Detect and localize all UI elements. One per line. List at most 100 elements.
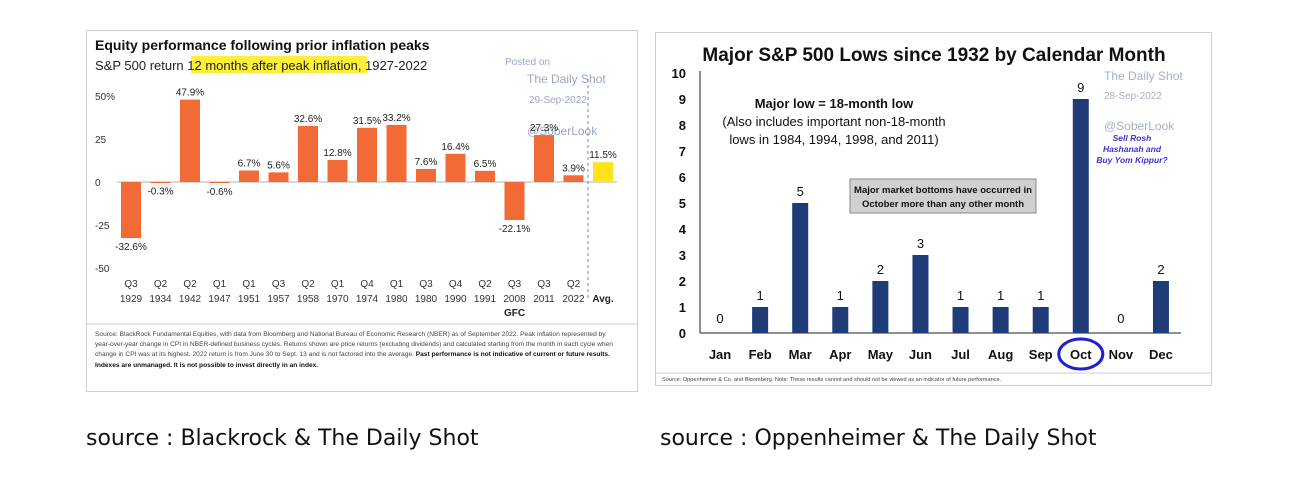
x-tick-label-year: 1957 bbox=[267, 294, 290, 305]
data-label: 0 bbox=[716, 311, 723, 326]
right-labels: 0 1 5 1 2 3 1 1 1 9 0 2 bbox=[716, 80, 1164, 326]
data-label: 31.5% bbox=[353, 116, 381, 127]
x-tick-label-apr: Apr bbox=[829, 347, 851, 362]
x-tick-label-may: May bbox=[868, 347, 894, 362]
source-note: Source: BlackRock Fundamental Equities, … bbox=[95, 331, 613, 369]
bar-mar bbox=[792, 203, 809, 333]
x-tick-label-quarter: Q4 bbox=[449, 279, 463, 290]
x-tick-label-quarter: Q2 bbox=[478, 279, 492, 290]
x-tick-label-quarter: Q2 bbox=[301, 279, 315, 290]
data-label: 0 bbox=[1117, 311, 1124, 326]
data-label: 1 bbox=[757, 288, 764, 303]
x-tick-label-quarter: Q3 bbox=[272, 279, 286, 290]
callout-box: Major market bottoms have occurred in Oc… bbox=[849, 178, 1037, 214]
x-tick-label-year: 2011 bbox=[533, 294, 555, 305]
x-tick-label-quarter: Q2 bbox=[154, 279, 168, 290]
bar-Q1-1970 bbox=[327, 159, 348, 182]
data-label: -32.6% bbox=[115, 242, 147, 253]
data-label: 5 bbox=[797, 184, 804, 199]
callout-line-2: October more than any other month bbox=[862, 199, 1024, 210]
y-tick-label: 6 bbox=[679, 170, 686, 185]
watermark-handle: @SoberLook bbox=[1104, 119, 1175, 133]
bar-Q2-1991 bbox=[475, 170, 495, 182]
oppenheimer-chart: Major S&P 500 Lows since 1932 by Calenda… bbox=[656, 45, 1211, 383]
x-tick-label-aug: Aug bbox=[988, 347, 1013, 362]
chart-title: Equity performance following prior infla… bbox=[95, 37, 430, 53]
chart-title: Major S&P 500 Lows since 1932 by Calenda… bbox=[702, 45, 1165, 66]
data-label: 33.2% bbox=[382, 113, 410, 124]
bar-Q2-2022 bbox=[563, 175, 584, 182]
watermark-daily-shot: Posted on The Daily Shot 29-Sep-2022 @So… bbox=[505, 57, 606, 138]
x-tick-label-year: 1958 bbox=[297, 294, 320, 305]
gfc-annotation: GFC bbox=[504, 308, 525, 319]
watermark-date: 28-Sep-2022 bbox=[1104, 91, 1162, 102]
watermark-date: 29-Sep-2022 bbox=[529, 95, 587, 106]
right-categories: Jan Feb Mar Apr May Jun Jul Aug Sep Oct Nov Dec bbox=[709, 337, 1173, 371]
x-tick-label-year: 1970 bbox=[326, 294, 349, 305]
tag-line-1: Sell Rosh bbox=[1113, 133, 1152, 143]
bar-Q3-1957 bbox=[268, 172, 289, 182]
y-tick-label: 2 bbox=[679, 274, 686, 289]
y-tick-label: 7 bbox=[679, 144, 686, 159]
y-tick-label: -25 bbox=[95, 221, 110, 232]
x-tick-label-oct: Oct bbox=[1070, 347, 1092, 362]
x-tick-label-feb: Feb bbox=[749, 347, 772, 362]
bar-Q4-1990 bbox=[445, 153, 466, 182]
data-label: 6.5% bbox=[474, 159, 497, 170]
x-tick-label-year: 1980 bbox=[415, 294, 438, 305]
callout-line-1: Major market bottoms have occurred in bbox=[854, 185, 1032, 196]
data-label: 1 bbox=[837, 288, 844, 303]
bar-Q3-1980 bbox=[416, 168, 436, 182]
watermark-name: The Daily Shot bbox=[1104, 69, 1183, 83]
y-tick-label: 1 bbox=[679, 300, 686, 315]
y-tick-label: 4 bbox=[679, 222, 687, 237]
data-label: -22.1% bbox=[499, 224, 531, 235]
x-tick-label-jun: Jun bbox=[909, 347, 932, 362]
y-tick-label: 50% bbox=[95, 92, 115, 103]
y-tick-label: 25 bbox=[95, 135, 107, 146]
x-tick-label-quarter: Q2 bbox=[183, 279, 197, 290]
x-tick-label-quarter: Q3 bbox=[537, 279, 551, 290]
bar-sep bbox=[1032, 307, 1049, 333]
bar-Q1-1947 bbox=[209, 182, 230, 184]
bar-Q1-1980 bbox=[386, 124, 407, 182]
bar-jun bbox=[912, 255, 929, 333]
x-tick-label-year: 2008 bbox=[503, 294, 526, 305]
data-label: -0.6% bbox=[206, 187, 232, 198]
left-labels: -32.6% -0.3% 47.9% -0.6% 6.7% 5.6% 32.6% 12.8% 3… bbox=[115, 88, 617, 253]
y-tick-label: 0 bbox=[95, 178, 101, 189]
x-tick-label-quarter: Q3 bbox=[419, 279, 433, 290]
watermark-name: The Daily Shot bbox=[527, 72, 606, 86]
data-label: 5.6% bbox=[267, 160, 290, 171]
bar-Avg bbox=[593, 162, 613, 182]
tag-line-2: Hashanah and bbox=[1103, 144, 1162, 154]
data-label: 6.7% bbox=[238, 158, 261, 169]
bar-Q2-1942 bbox=[180, 99, 200, 182]
y-tick-label: -50 bbox=[95, 264, 110, 275]
x-tick-label-quarter: Q2 bbox=[567, 279, 581, 290]
x-tick-label-year: 1951 bbox=[238, 294, 261, 305]
y-tick-label: 8 bbox=[679, 118, 686, 133]
x-tick-label-year: 1942 bbox=[179, 294, 202, 305]
source-line-1: Source: BlackRock Fundamental Equities, … bbox=[95, 331, 606, 338]
x-tick-label-nov: Nov bbox=[1109, 347, 1134, 362]
right-bars bbox=[752, 99, 1169, 333]
left-bars bbox=[121, 99, 613, 239]
x-tick-label-jan: Jan bbox=[709, 347, 731, 362]
tag-line-3: Buy Yom Kippur? bbox=[1096, 155, 1168, 165]
x-tick-label-year: 1974 bbox=[356, 294, 379, 305]
bar-Q2-1958 bbox=[298, 125, 318, 182]
x-tick-label-year: 1990 bbox=[444, 294, 467, 305]
subtitle-highlight-box bbox=[191, 56, 367, 73]
data-label: 9 bbox=[1077, 80, 1084, 95]
definition-note: Major low = 18-month low (Also includes … bbox=[722, 96, 945, 147]
data-label: 1 bbox=[997, 288, 1004, 303]
bar-may bbox=[872, 281, 889, 333]
bar-Q1-1951 bbox=[239, 170, 259, 182]
bar-feb bbox=[752, 307, 769, 333]
bar-apr bbox=[832, 307, 849, 333]
x-tick-label-quarter: Q3 bbox=[508, 279, 522, 290]
left-caption: source : Blackrock & The Daily Shot bbox=[86, 426, 479, 451]
x-tick-label-avg: Avg. bbox=[592, 294, 614, 305]
